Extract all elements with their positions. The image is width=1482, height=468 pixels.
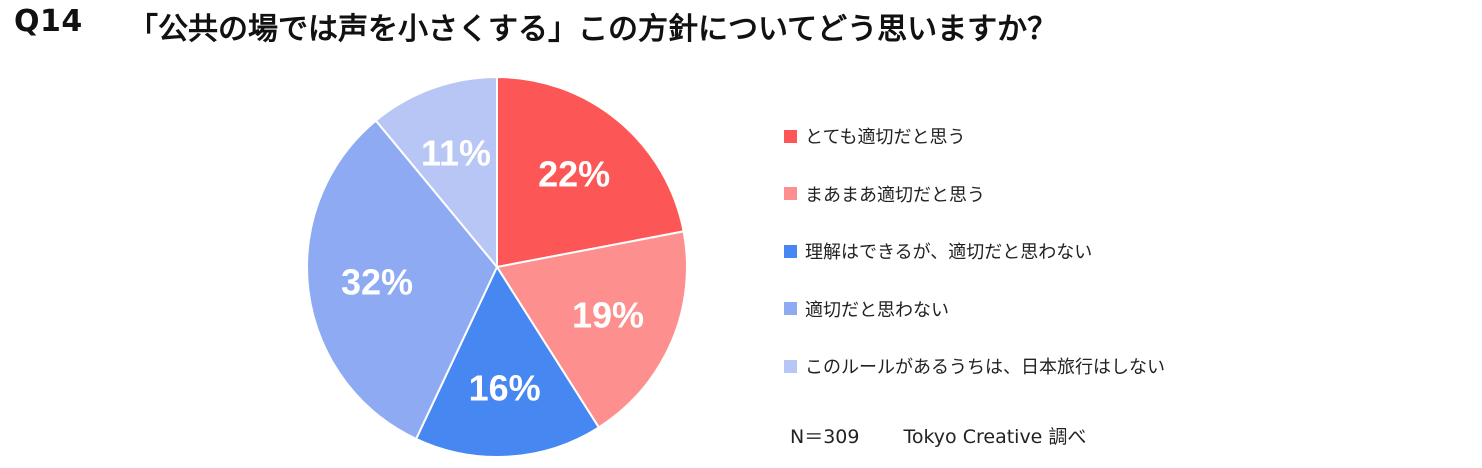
slice-percent-label: 22% xyxy=(538,153,610,194)
slice-percent-label: 19% xyxy=(572,295,644,336)
legend-swatch xyxy=(784,359,797,373)
chart-legend: とても適切だと思う まあまあ適切だと思う 理解はできるが、適切だと思わない 適切… xyxy=(784,121,1165,409)
question-number: Q14 xyxy=(14,4,83,39)
legend-item: 適切だと思わない xyxy=(784,294,1165,324)
sample-size: N＝309 xyxy=(790,426,860,448)
pie-slice xyxy=(414,264,601,458)
legend-swatch xyxy=(784,302,797,315)
legend-label: まあまあ適切だと思う xyxy=(805,184,985,206)
legend-label: とても適切だと思う xyxy=(805,127,966,148)
legend-label: 理解はできるが、適切だと思わない xyxy=(805,242,1093,263)
legend-label: 適切だと思わない xyxy=(805,299,949,321)
survey-credit: Tokyo Creative 調べ xyxy=(903,426,1087,448)
legend-item: このルールがあるうちは、日本旅行はしない xyxy=(784,351,1165,381)
question-title: 「公共の場では声を小さくする」この方針についてどう思いますか？ xyxy=(128,12,1058,47)
legend-swatch xyxy=(784,129,797,143)
legend-swatch xyxy=(784,187,797,200)
legend-label: このルールがあるうちは、日本旅行はしない xyxy=(805,357,1165,378)
legend-item: とても適切だと思う xyxy=(784,121,1165,151)
pie-chart: 22% 19% 16% 32% 11% xyxy=(306,75,688,458)
slice-percent-label: 16% xyxy=(469,367,541,408)
legend-item: 理解はできるが、適切だと思わない xyxy=(784,236,1165,266)
pie-slice xyxy=(496,75,685,269)
legend-swatch xyxy=(784,244,797,258)
chart-footer: N＝309 Tokyo Creative 調べ xyxy=(790,422,1086,449)
pie-slice xyxy=(306,119,499,441)
slice-percent-label: 32% xyxy=(341,262,413,303)
slice-percent-label: 11% xyxy=(421,133,491,174)
pie-slice xyxy=(495,230,688,429)
pie-slice xyxy=(374,75,498,270)
legend-item: まあまあ適切だと思う xyxy=(784,179,1165,209)
